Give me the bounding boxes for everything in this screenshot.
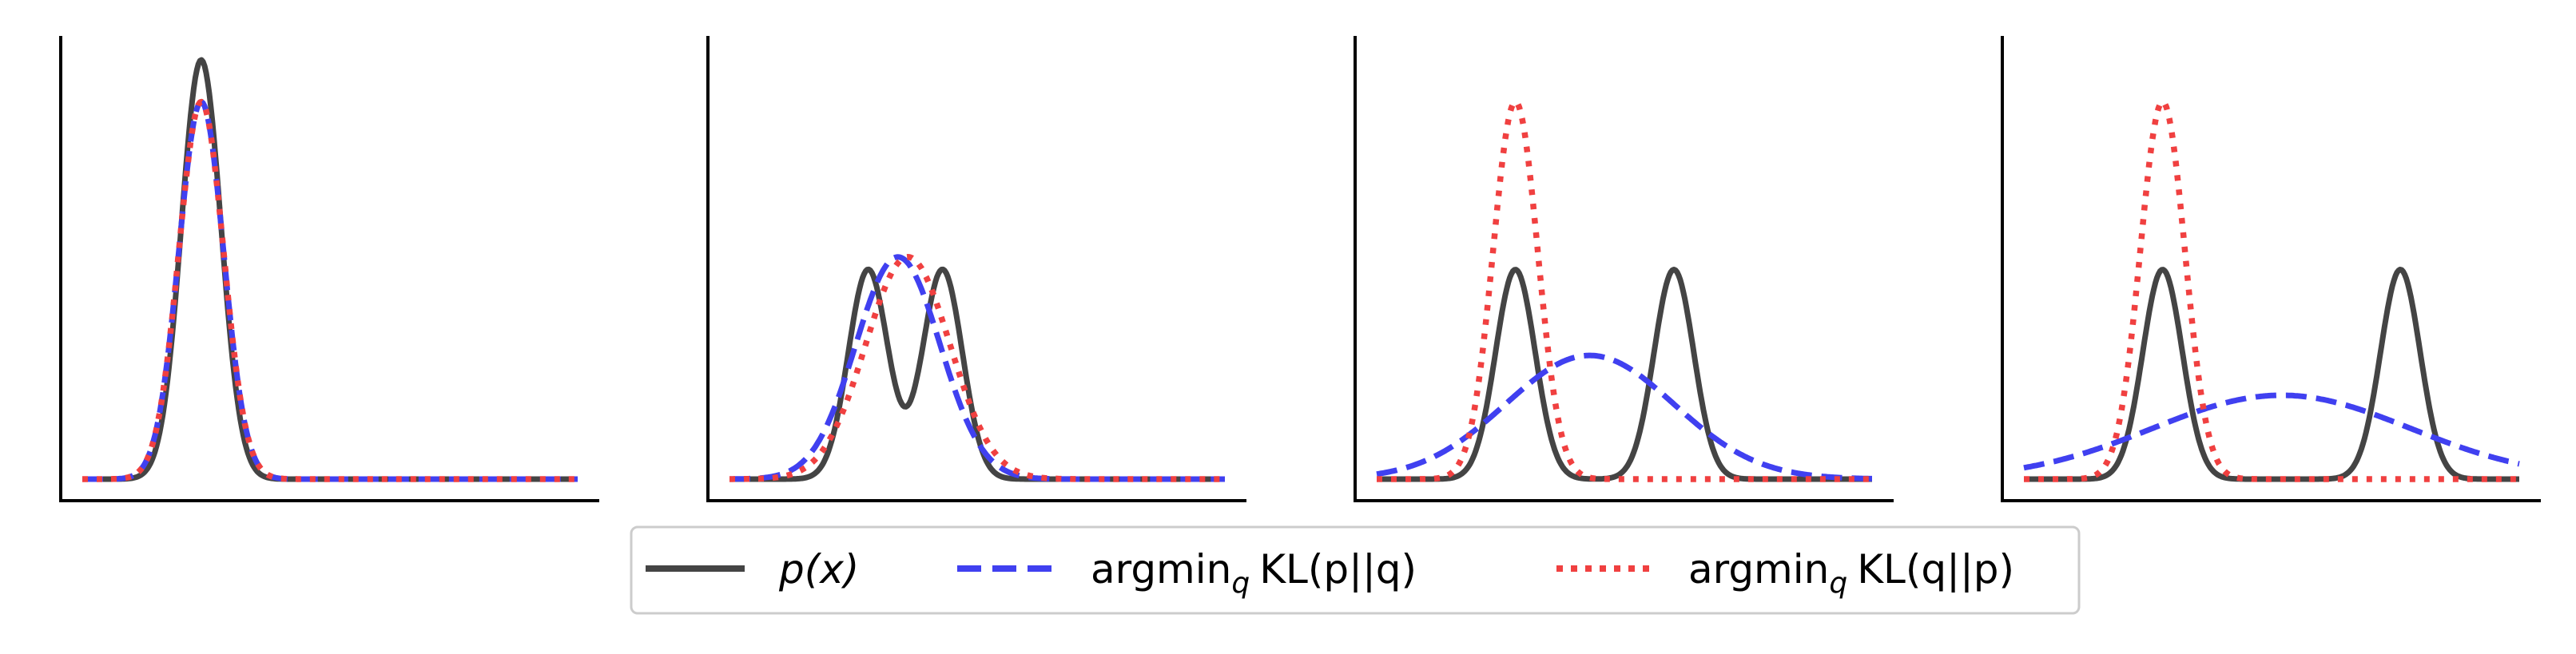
panel-2-series-forward: [728, 254, 1226, 482]
panel-3-series-reverse: [1375, 98, 1874, 482]
legend-label-reverse: argminq KL(q||p): [1688, 546, 2014, 600]
panel-3-series-p: [1375, 267, 1874, 482]
panel-4-series-forward: [2022, 392, 2521, 471]
panel-1-series-forward: [81, 99, 579, 482]
panel-2-series-p: [728, 266, 1226, 482]
panel-4: [2001, 36, 2541, 502]
legend-frame: [630, 525, 2081, 615]
panel-2: [706, 36, 1246, 502]
panel-1: [59, 36, 599, 502]
panel-2-series-reverse: [728, 254, 1226, 482]
panel-3: [1354, 36, 1894, 502]
legend: p(x) argminq KL(p||q) argminq KL(q||p): [630, 525, 2081, 615]
legend-label-p: p(x): [778, 546, 859, 593]
panel-3-series-forward: [1375, 352, 1874, 482]
legend-label-forward: argminq KL(p||q): [1091, 546, 1417, 600]
panel-4-series-reverse: [2022, 98, 2521, 482]
panels: [59, 36, 2541, 502]
